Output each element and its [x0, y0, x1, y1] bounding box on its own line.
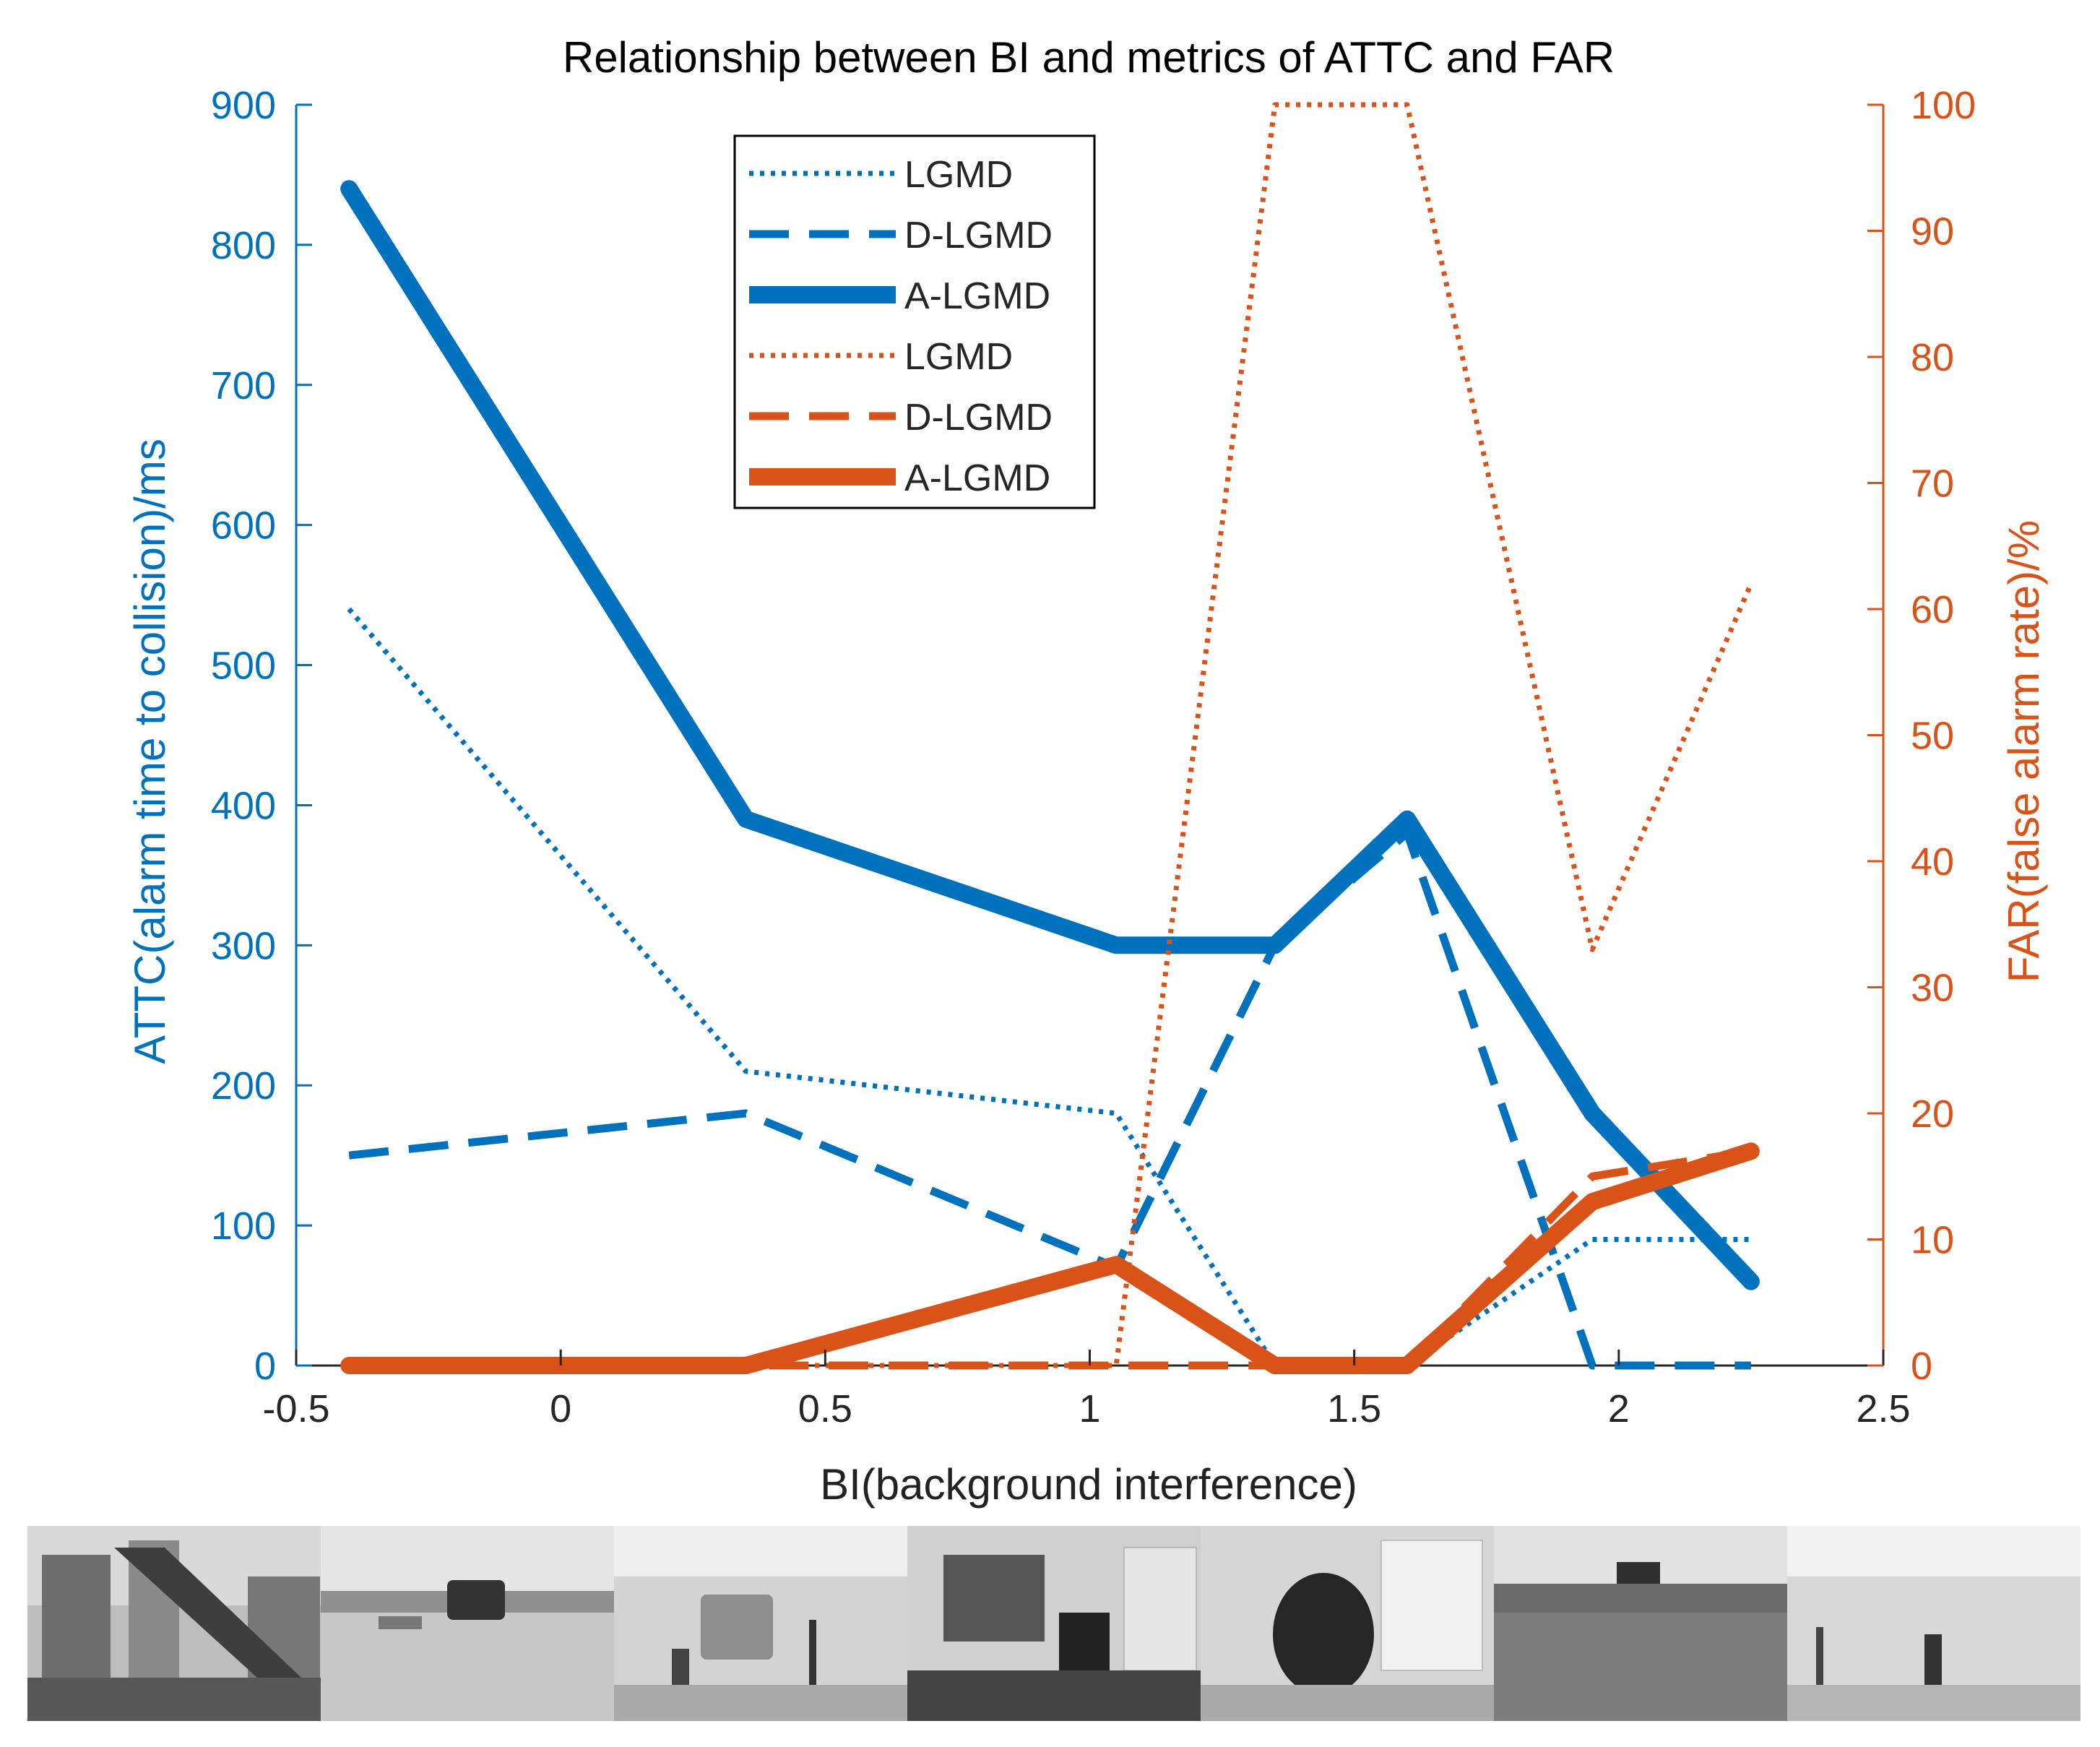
y-tick-label-right: 30	[1911, 967, 1954, 1010]
y-tick-label-right: 80	[1911, 336, 1954, 379]
y-tick-label-right: 50	[1911, 715, 1954, 758]
legend-label: D-LGMD	[904, 215, 1053, 256]
legend-label: LGMD	[904, 336, 1013, 378]
y-tick-label-right: 70	[1911, 462, 1954, 506]
x-tick-label: 0.5	[798, 1387, 852, 1431]
legend: LGMD D-LGMD A-LGMD LGMD D-LGMD A-LGMD	[733, 134, 1096, 509]
x-axis-label: BI(background interference)	[820, 1460, 1357, 1509]
x-tick-label: 2	[1608, 1387, 1630, 1431]
thumbnail-lab-chair	[1201, 1526, 1494, 1721]
thumbnail-building-street-scene	[27, 1526, 321, 1721]
y-axis-label-left: ATTC(alarm time to collision)/ms	[126, 439, 174, 1064]
y-tick-label-left: 900	[211, 84, 276, 127]
thumbnail-lab-person-walking	[1787, 1526, 2080, 1721]
series-line-left-a-lgmd	[340, 180, 1760, 1290]
y-tick-label-right: 0	[1911, 1345, 1932, 1388]
y-tick-label-left: 100	[211, 1204, 276, 1248]
x-tick-label: 1.5	[1327, 1387, 1381, 1431]
y-tick-label-left: 800	[211, 224, 276, 267]
y-tick-label-right: 20	[1911, 1092, 1954, 1136]
chart: Relationship between BI and metrics of A…	[126, 33, 2048, 1509]
y-tick-label-left: 300	[211, 924, 276, 967]
legend-label: D-LGMD	[904, 397, 1053, 439]
y-tick-label-left: 200	[211, 1064, 276, 1108]
y-tick-label-left: 600	[211, 504, 276, 548]
y-tick-label-right: 40	[1911, 840, 1954, 884]
x-tick-label: 1	[1079, 1387, 1100, 1431]
y-tick-label-right: 60	[1911, 588, 1954, 631]
x-tick-label: 0	[550, 1387, 571, 1431]
thumbnail-outdoor-drone-field	[1494, 1526, 1787, 1721]
x-tick-label: 2.5	[1856, 1387, 1910, 1431]
y-tick-label-left: 500	[211, 644, 276, 688]
x-tick-label: -0.5	[262, 1387, 329, 1431]
series-line-right-a-lgmd	[340, 1142, 1760, 1374]
scene-thumbnail-strip	[27, 1526, 2080, 1721]
legend-label: A-LGMD	[904, 275, 1050, 317]
y-tick-label-left: 700	[211, 364, 276, 407]
thumbnail-lab-desk-checkerboard	[907, 1526, 1201, 1721]
legend-label: LGMD	[904, 154, 1013, 196]
y-tick-label-left: 0	[254, 1345, 276, 1388]
y-tick-label-right: 100	[1911, 84, 1976, 127]
series-line-right-lgmd	[349, 102, 1754, 1368]
y-tick-label-left: 400	[211, 784, 276, 827]
thumbnail-lab-ball-toss	[614, 1526, 907, 1721]
legend-box	[733, 134, 1096, 509]
y-axis-label-right: FAR(false alarm rate)/%	[2000, 520, 2048, 983]
thumbnail-vehicle-dirt-road	[321, 1526, 614, 1721]
y-tick-label-right: 10	[1911, 1219, 1954, 1262]
chart-title: Relationship between BI and metrics of A…	[563, 33, 1615, 82]
legend-label: A-LGMD	[904, 457, 1050, 499]
y-tick-label-right: 90	[1911, 210, 1954, 254]
